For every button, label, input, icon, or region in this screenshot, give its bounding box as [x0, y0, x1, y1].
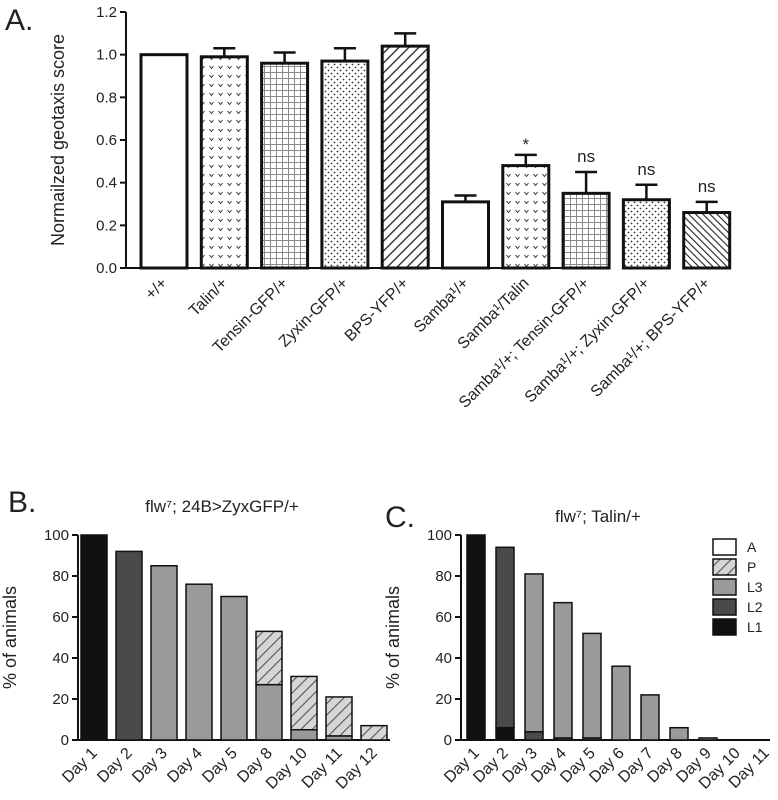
bar-segment: [185, 583, 213, 741]
legend-label-l3: L3: [747, 579, 763, 595]
y-tick-label: 80: [435, 568, 452, 585]
bar-segment: [220, 595, 248, 741]
legend-swatch-l1: [712, 618, 737, 636]
x-tick-label: Day 1: [59, 745, 101, 787]
bar-segment: [524, 731, 544, 741]
significance-label: ns: [637, 160, 655, 179]
legend-swatch-a: [712, 538, 737, 556]
bar: [260, 61, 310, 270]
bar-segment: [553, 601, 573, 739]
x-tick-label: Day 3: [129, 745, 171, 787]
y-axis-label: % of animals: [383, 586, 403, 689]
x-tick-label: Day 2: [94, 745, 136, 787]
bar-segment: [495, 546, 515, 729]
x-tick-label: Samba¹/+: [411, 275, 472, 336]
legend-swatch-l3: [712, 578, 737, 596]
bar-segment: [669, 726, 689, 741]
bar-segment: [611, 665, 631, 741]
y-tick-label: 0: [444, 732, 452, 749]
y-tick-label: 60: [52, 609, 69, 626]
x-tick-label: Samba¹/+; Zyxin-GFP/+: [522, 275, 653, 406]
chart-title: flw⁷; 24B>ZyxGFP/+: [145, 497, 299, 516]
y-tick-label: 40: [435, 650, 452, 667]
y-tick-label: 100: [44, 527, 69, 544]
bar: [199, 55, 249, 270]
bar: [621, 198, 671, 270]
significance-label: *: [522, 135, 529, 154]
y-tick-label: 80: [52, 568, 69, 585]
legend-swatch-p: [712, 558, 737, 576]
bar-segment: [466, 534, 486, 741]
legend-swatch-l2: [712, 598, 737, 616]
panel-a-chart: A. 0.0 0.2 0.4 0.6 0.8 1.0 1.2 Normailzed geotax…: [5, 4, 732, 412]
bar-segment: [80, 534, 108, 741]
bar: [682, 211, 732, 270]
panel-label: B.: [8, 486, 36, 519]
x-tick-label: Day 4: [164, 745, 206, 787]
y-tick-label: 20: [435, 691, 452, 708]
x-tick-label: Samba¹/+; BPS-YFP/+: [588, 275, 714, 401]
y-tick-label: 40: [52, 650, 69, 667]
panel-label-a: A.: [5, 4, 33, 37]
y-tick-label: 1.0: [96, 47, 117, 64]
y-axis-label: Normailzed geotaxis score: [48, 34, 68, 246]
y-tick-label: 60: [435, 609, 452, 626]
x-tick-label: Day 5: [199, 745, 241, 787]
bar: [139, 53, 189, 270]
bar-segment: [115, 550, 143, 741]
panel-label: C.: [385, 501, 415, 534]
bar-segment: [150, 565, 178, 741]
bar-segment: [290, 729, 318, 741]
y-tick-label: 0.0: [96, 260, 117, 277]
y-tick-label: 0.4: [96, 175, 117, 192]
y-tick-label: 1.2: [96, 4, 117, 21]
legend-label-l2: L2: [747, 599, 763, 615]
bar-segment: [640, 694, 660, 741]
bar-segment: [290, 675, 318, 731]
significance-label: ns: [698, 177, 716, 196]
bar: [501, 164, 551, 270]
x-tick-label: BPS-YFP/+: [342, 275, 412, 345]
chart-title: flw⁷; Talin/+: [555, 507, 641, 526]
legend-label-l1: L1: [747, 619, 763, 635]
bar: [380, 44, 430, 270]
y-axis-label: % of animals: [0, 586, 20, 689]
significance-label: ns: [577, 147, 595, 166]
y-tick-label: 0.2: [96, 217, 117, 234]
bar-segment: [524, 573, 544, 733]
y-tick-label: 20: [52, 691, 69, 708]
x-tick-label: +/+: [142, 275, 170, 303]
bar-segment: [360, 724, 388, 741]
bar-segment: [255, 683, 283, 741]
bar: [561, 191, 611, 270]
bar-segment: [698, 737, 718, 741]
bar-segment: [582, 632, 602, 739]
legend-label-p: P: [747, 559, 756, 575]
bar: [320, 59, 370, 270]
panel-b-chart: B. flw⁷; 24B>ZyxGFP/+ 0 20 40 60 80 100 % of ani…: [0, 486, 390, 793]
bar: [441, 200, 490, 270]
bar-segment: [255, 630, 283, 686]
x-tick-label: Talin/+: [186, 275, 231, 320]
y-tick-label: 0.8: [96, 89, 117, 106]
y-tick-label: 0: [61, 732, 69, 749]
bar-segment: [495, 726, 515, 741]
legend-label-a: A: [747, 539, 757, 555]
y-tick-label: 100: [427, 527, 452, 544]
y-tick-label: 0.6: [96, 132, 117, 149]
bar-segment: [325, 696, 353, 737]
